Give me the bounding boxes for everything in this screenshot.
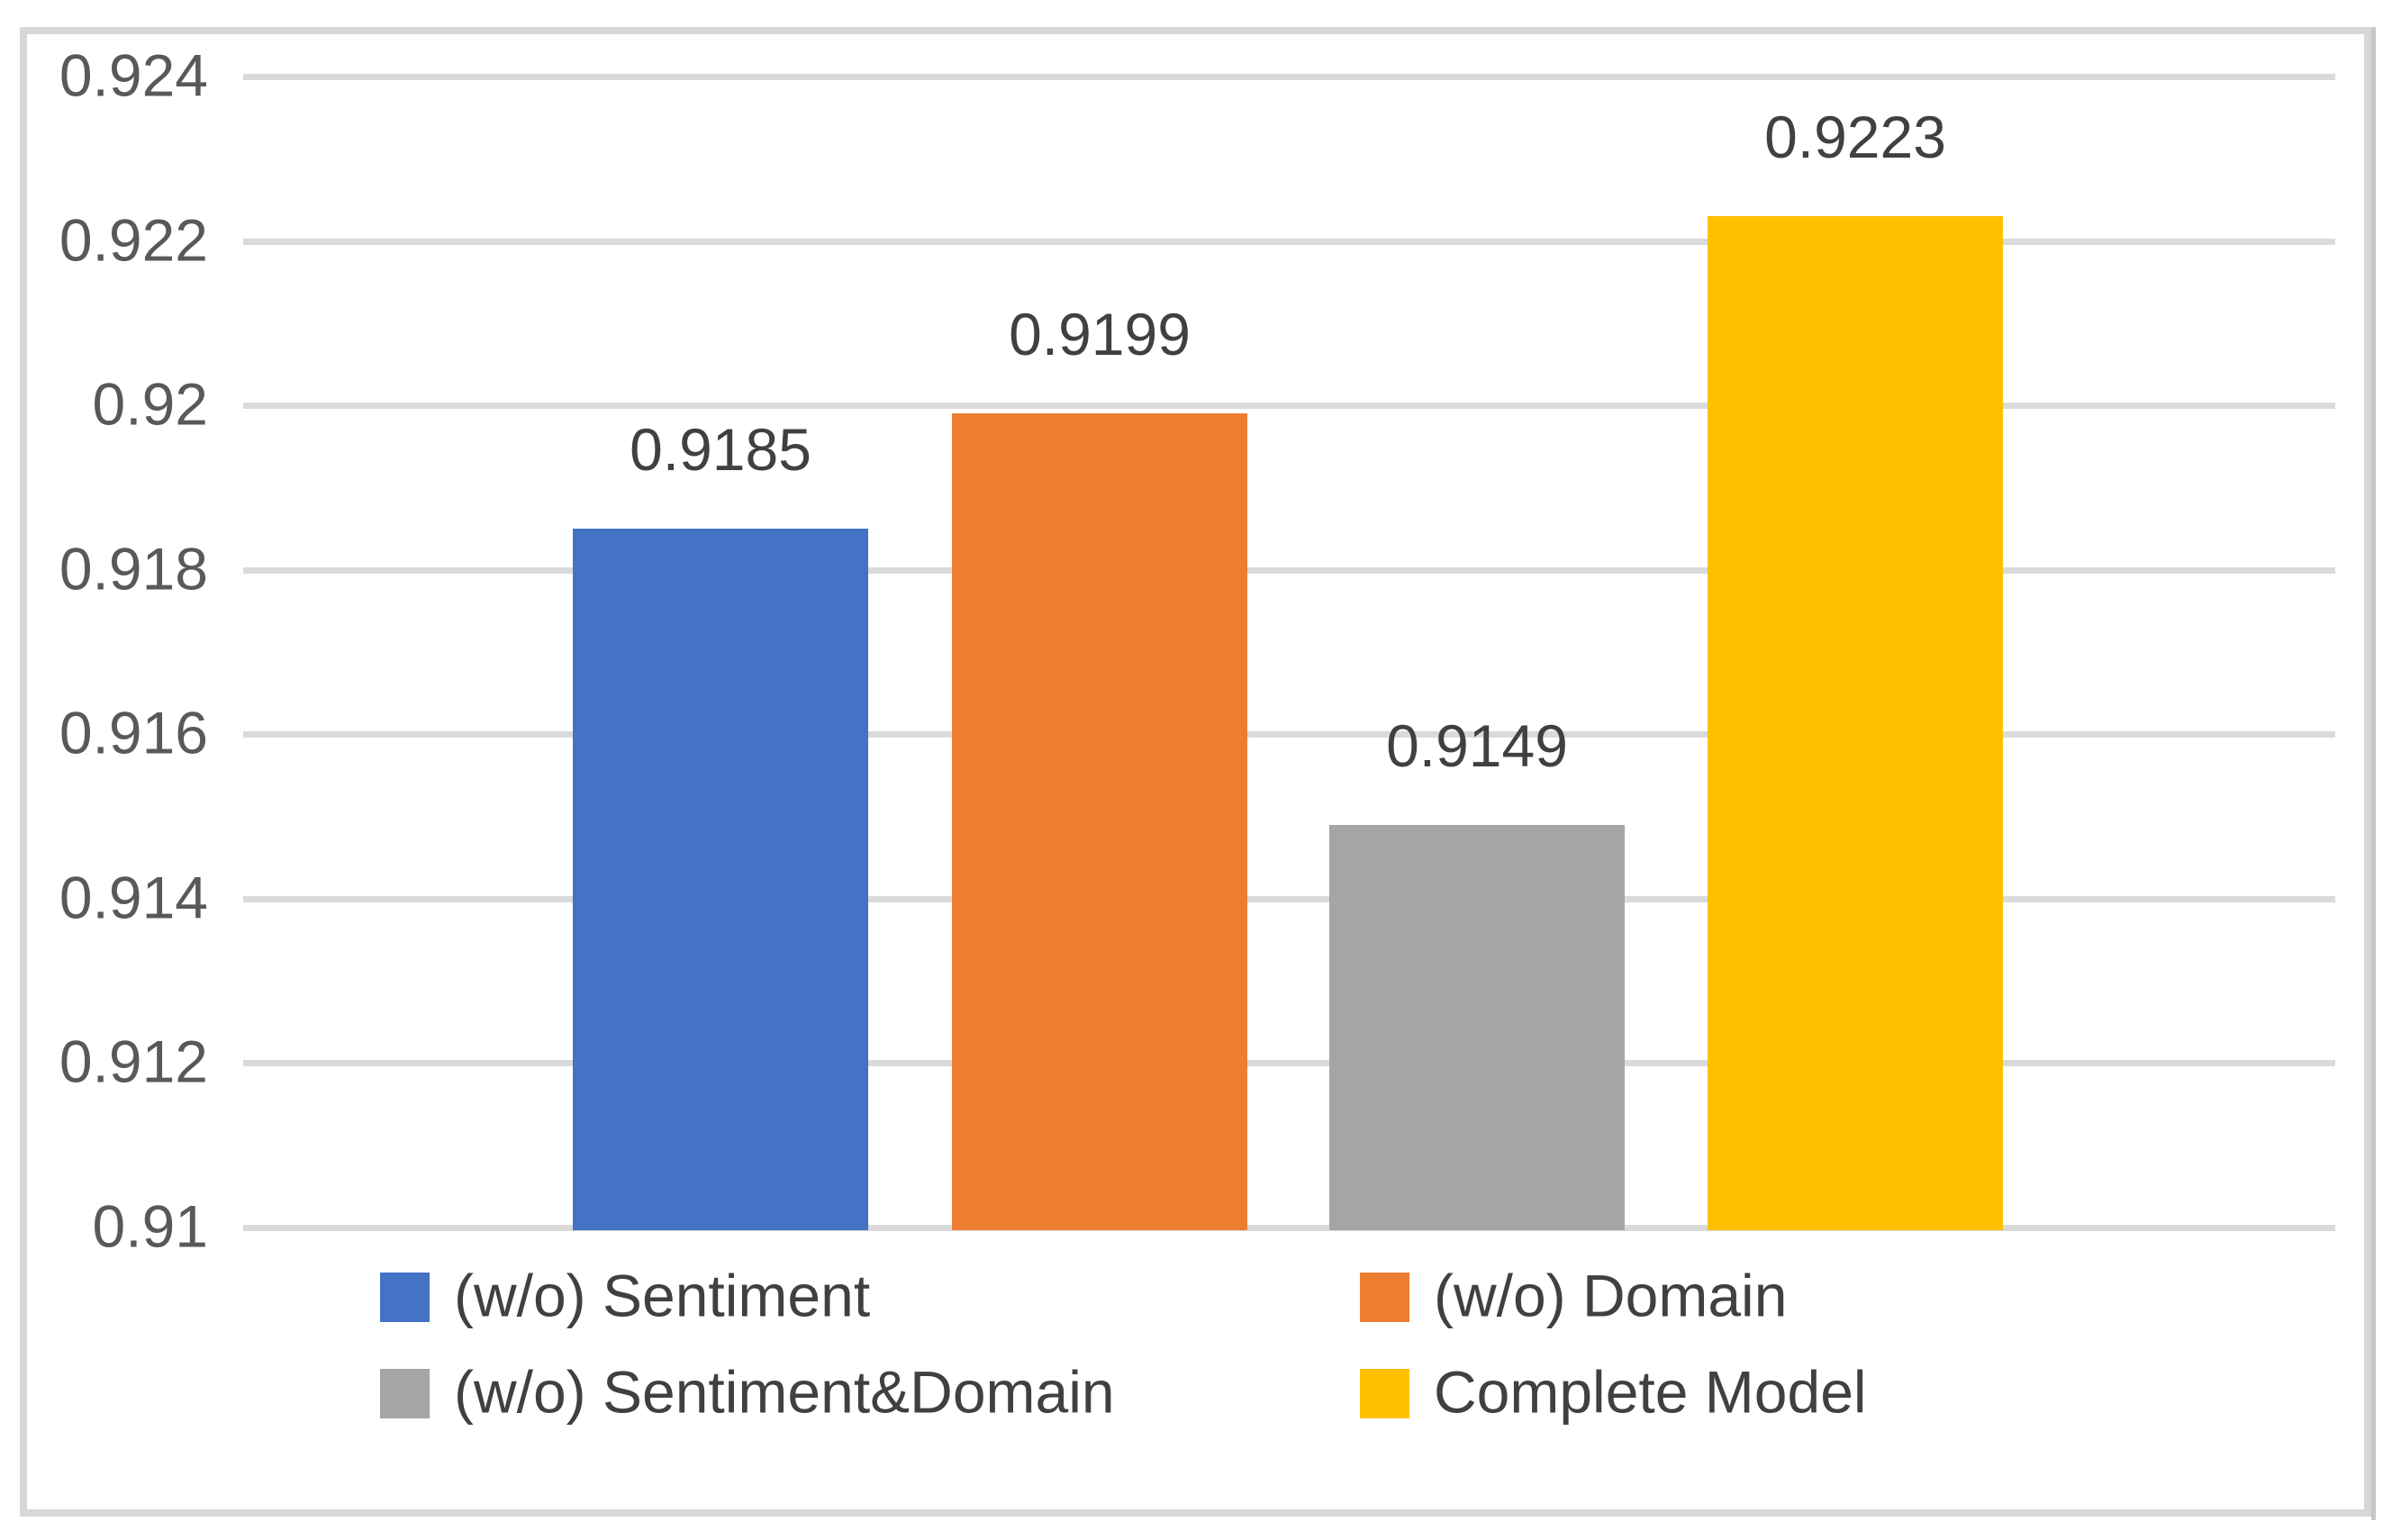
legend-swatch xyxy=(1360,1368,1409,1418)
y-gridline xyxy=(243,566,2335,574)
y-gridline xyxy=(243,731,2335,738)
y-axis-tick-label: 0.914 xyxy=(59,864,208,931)
bar-value-label: 0.9223 xyxy=(1764,104,1946,171)
bar-value-label: 0.9185 xyxy=(630,416,811,484)
y-axis-tick-label: 0.924 xyxy=(59,41,208,109)
chart-bar xyxy=(1329,824,1625,1230)
chart-bar xyxy=(952,413,1247,1230)
y-axis-tick-label: 0.918 xyxy=(59,535,208,602)
y-gridline xyxy=(243,1060,2335,1067)
y-gridline xyxy=(243,895,2335,902)
legend-label: (w/o) Sentiment xyxy=(454,1262,871,1329)
y-gridline xyxy=(243,1225,2335,1231)
legend-label: (w/o) Domain xyxy=(1434,1262,1788,1329)
y-gridline xyxy=(243,403,2335,410)
legend-label: Complete Model xyxy=(1434,1358,1867,1426)
y-gridline xyxy=(243,74,2335,80)
legend-swatch xyxy=(380,1272,430,1322)
legend-swatch xyxy=(1360,1272,1409,1322)
chart-bar xyxy=(573,529,868,1230)
y-gridline xyxy=(243,238,2335,245)
y-axis-tick-label: 0.916 xyxy=(59,699,208,766)
chart-bar xyxy=(1708,216,2003,1230)
y-axis-tick-label: 0.92 xyxy=(92,370,208,438)
y-axis-tick-label: 0.912 xyxy=(59,1028,208,1095)
legend-swatch xyxy=(380,1368,430,1418)
y-axis-tick-label: 0.922 xyxy=(59,206,208,274)
bar-value-label: 0.9199 xyxy=(1009,301,1191,368)
legend-label: (w/o) Sentiment&Domain xyxy=(454,1358,1115,1426)
bar-value-label: 0.9149 xyxy=(1386,711,1568,779)
window-edge-line xyxy=(2371,27,2376,1520)
y-axis-tick-label: 0.91 xyxy=(92,1192,208,1260)
